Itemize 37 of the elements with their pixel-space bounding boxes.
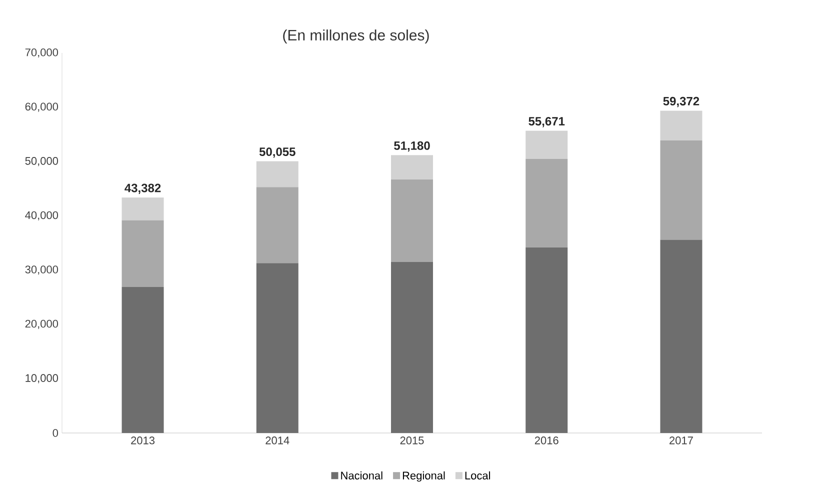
total-label: 43,382 bbox=[124, 184, 161, 194]
bar bbox=[526, 247, 568, 433]
bar bbox=[391, 155, 433, 180]
bar bbox=[660, 140, 702, 240]
bar bbox=[122, 197, 164, 220]
legend-label: Regional bbox=[402, 471, 445, 482]
y-tick-label: 60,000 bbox=[25, 102, 58, 112]
total-label: 55,671 bbox=[528, 117, 565, 128]
legend-label: Local bbox=[465, 471, 490, 480]
y-tick-label: 20,000 bbox=[25, 320, 58, 329]
y-tick-label: 0 bbox=[52, 429, 58, 437]
y-tick-label: 70,000 bbox=[25, 48, 58, 58]
bar bbox=[122, 220, 164, 287]
total-label: 50,055 bbox=[259, 148, 296, 158]
bar bbox=[526, 158, 568, 248]
legend-label: Nacional bbox=[341, 471, 382, 480]
total-label: 59,372 bbox=[663, 96, 700, 108]
bar bbox=[391, 262, 433, 433]
y-tick-label: 30,000 bbox=[25, 266, 58, 275]
chart-title: (En millones de soles) bbox=[283, 29, 429, 44]
x-tick-label: 2016 bbox=[534, 436, 558, 444]
x-tick-label: 2013 bbox=[131, 436, 155, 444]
x-tick-label: 2017 bbox=[670, 436, 693, 444]
y-tick-label: 50,000 bbox=[25, 157, 58, 166]
x-tick-label: 2015 bbox=[400, 436, 424, 444]
bar bbox=[526, 130, 568, 159]
bar bbox=[256, 263, 298, 433]
y-tick-label: 40,000 bbox=[25, 211, 58, 220]
bar bbox=[122, 286, 164, 433]
bar bbox=[391, 179, 433, 262]
total-label: 51,180 bbox=[394, 141, 430, 152]
bar bbox=[660, 110, 702, 140]
bar bbox=[256, 161, 298, 188]
bar bbox=[660, 240, 702, 433]
x-tick-label: 2014 bbox=[266, 436, 290, 444]
y-tick-label: 10,000 bbox=[26, 374, 58, 384]
bar bbox=[256, 187, 298, 264]
